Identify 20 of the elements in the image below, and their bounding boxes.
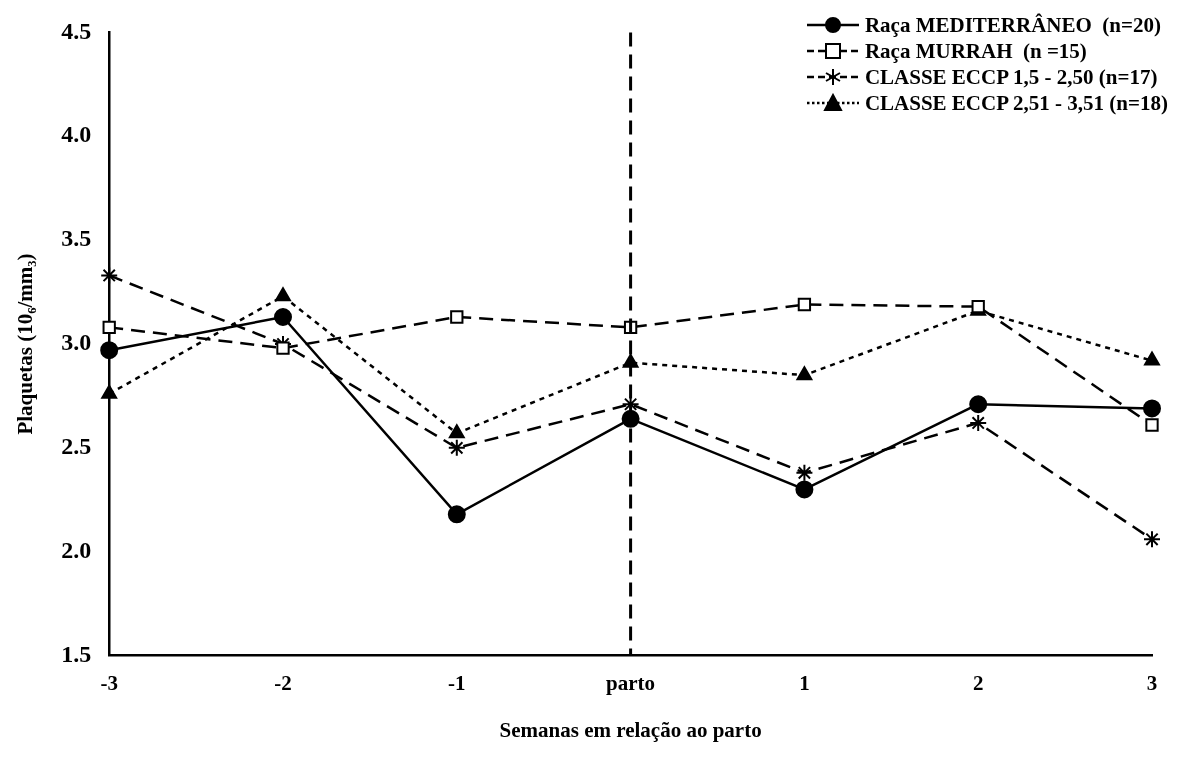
x-tick-label: parto: [606, 670, 656, 695]
y-tick-label: 1.5: [61, 640, 92, 667]
x-tick-label: 1: [799, 670, 810, 695]
y-tick-label: 4.5: [61, 17, 92, 44]
x-axis-title: Semanas em relação ao parto: [499, 717, 762, 742]
y-tick-label: 4.0: [61, 121, 92, 148]
x-tick-label: -2: [274, 670, 292, 695]
x-tick-label: 3: [1146, 670, 1158, 695]
x-tick-label: -3: [100, 670, 118, 695]
y-axis-title: Plaquetas (10₆/mm₃): [13, 253, 38, 435]
y-tick-label: 2.5: [61, 433, 92, 460]
legend-label: Raça MURRAH (n =15): [864, 38, 1087, 64]
x-tick-label: 2: [972, 670, 984, 695]
y-tick-label: 2.0: [61, 536, 92, 563]
y-tick-label: 3.5: [61, 225, 92, 252]
legend-label: CLASSE ECCP 2,51 - 3,51 (n=18): [864, 90, 1168, 116]
y-tick-label: 3.0: [61, 329, 92, 356]
legend-label: Raça MEDITERRÂNEO (n=20): [864, 12, 1161, 38]
legend-label: CLASSE ECCP 1,5 - 2,50 (n=17): [864, 64, 1158, 90]
x-tick-label: -1: [448, 670, 466, 695]
